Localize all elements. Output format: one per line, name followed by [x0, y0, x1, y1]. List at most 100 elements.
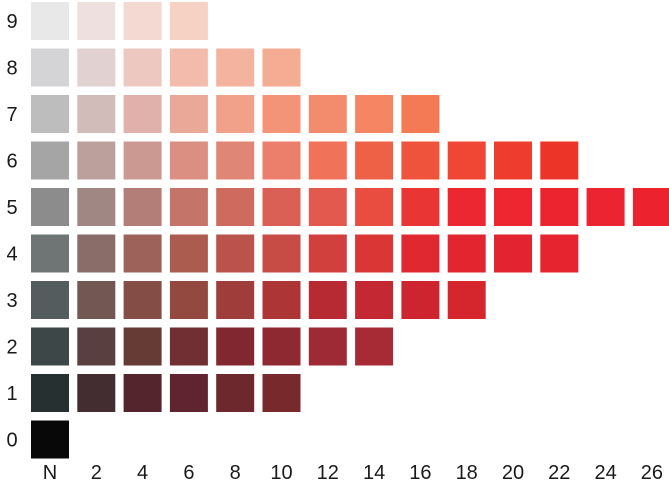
y-tick-label: 0 [6, 430, 17, 452]
color-swatch [77, 2, 116, 40]
color-swatch [123, 95, 162, 133]
color-swatch [262, 327, 301, 366]
color-swatch [308, 327, 347, 366]
x-tick-label: 18 [456, 462, 478, 484]
color-swatch [216, 95, 255, 133]
color-swatch [216, 188, 255, 226]
color-swatch [262, 234, 301, 273]
color-swatch [216, 374, 255, 412]
color-swatch [169, 2, 208, 40]
color-swatch [355, 95, 394, 133]
color-swatch [77, 234, 116, 273]
color-swatch [123, 48, 162, 87]
color-swatch [169, 234, 208, 273]
x-tick-label: 20 [502, 462, 524, 484]
color-swatch [77, 374, 116, 412]
color-swatch [31, 420, 69, 459]
color-swatch [540, 141, 579, 180]
color-swatch [401, 141, 440, 180]
color-swatch [447, 188, 486, 226]
color-swatch [308, 234, 347, 273]
color-swatch [31, 188, 69, 226]
color-swatch [77, 188, 116, 226]
color-swatch [447, 141, 486, 180]
x-tick-label: 12 [317, 462, 339, 484]
x-tick-label: 22 [548, 462, 570, 484]
y-tick-label: 7 [6, 104, 17, 126]
y-tick-label: 9 [6, 11, 17, 33]
color-swatch [355, 327, 394, 366]
y-tick-label: 4 [6, 244, 17, 266]
color-swatch [31, 95, 69, 133]
color-swatch [494, 188, 532, 226]
color-swatch [169, 188, 208, 226]
color-swatch [401, 188, 440, 226]
color-swatch [31, 374, 69, 412]
color-swatch [401, 95, 440, 133]
x-tick-label: 26 [641, 462, 663, 484]
color-swatch [123, 374, 162, 412]
x-tick-label: 24 [594, 462, 616, 484]
color-swatch [216, 48, 255, 87]
color-swatch [123, 281, 162, 319]
x-tick-label: 8 [230, 462, 241, 484]
color-swatch [31, 48, 69, 87]
color-swatch [123, 188, 162, 226]
color-swatch [308, 141, 347, 180]
color-swatch [401, 281, 440, 319]
color-swatch [31, 141, 69, 180]
color-swatch [262, 141, 301, 180]
color-swatch [262, 374, 301, 412]
color-swatch [123, 327, 162, 366]
color-swatch [540, 188, 579, 226]
color-swatch [77, 281, 116, 319]
color-swatch [169, 327, 208, 366]
x-tick-label: N [43, 462, 57, 484]
color-swatch [586, 188, 625, 226]
y-tick-label: 1 [6, 383, 17, 405]
color-swatch [77, 141, 116, 180]
color-swatch [77, 95, 116, 133]
color-swatch [308, 95, 347, 133]
color-swatch [401, 234, 440, 273]
color-swatch [494, 234, 532, 273]
color-swatch [355, 281, 394, 319]
color-swatch [216, 281, 255, 319]
y-tick-label: 5 [6, 197, 17, 219]
color-swatch [262, 95, 301, 133]
color-swatch [123, 2, 162, 40]
color-swatch [447, 234, 486, 273]
x-tick-label: 16 [409, 462, 431, 484]
y-tick-label: 2 [6, 337, 17, 359]
x-tick-label: 14 [363, 462, 385, 484]
color-swatch [355, 234, 394, 273]
color-swatch [262, 281, 301, 319]
color-swatch [123, 141, 162, 180]
color-swatch [308, 188, 347, 226]
color-swatch [447, 281, 486, 319]
color-swatch [540, 234, 579, 273]
color-swatch [31, 2, 69, 40]
x-tick-label: 2 [91, 462, 102, 484]
color-swatch [123, 234, 162, 273]
color-swatch [31, 281, 69, 319]
color-swatch [77, 48, 116, 87]
color-swatch [355, 188, 394, 226]
color-swatch [216, 141, 255, 180]
color-swatch [169, 141, 208, 180]
color-swatch [262, 48, 301, 87]
color-swatch [169, 48, 208, 87]
color-swatch [31, 327, 69, 366]
color-swatch [31, 234, 69, 273]
color-swatch [632, 188, 669, 226]
x-tick-label: 10 [270, 462, 292, 484]
x-tick-label: 4 [137, 462, 148, 484]
y-tick-label: 3 [6, 290, 17, 312]
color-swatch [169, 95, 208, 133]
color-swatch [216, 327, 255, 366]
color-swatch [308, 281, 347, 319]
y-tick-label: 8 [6, 58, 17, 80]
x-tick-label: 6 [183, 462, 194, 484]
color-swatch [494, 141, 532, 180]
